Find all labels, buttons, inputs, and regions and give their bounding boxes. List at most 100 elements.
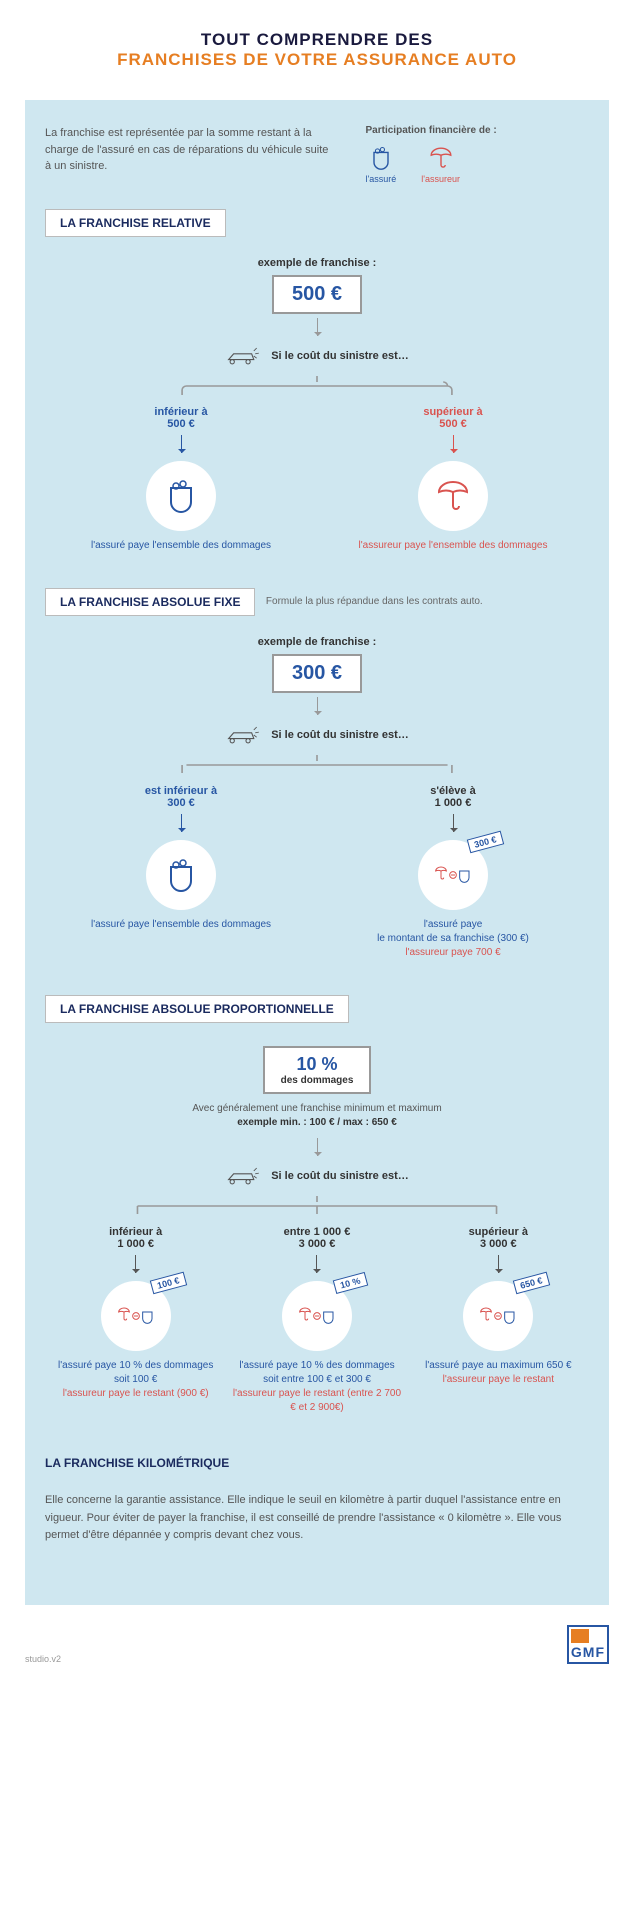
- s2-right-ob2: le montant de sa franchise (300 €): [322, 932, 584, 946]
- umbrella-icon: [427, 144, 455, 172]
- split-connector-3: [45, 1196, 589, 1218]
- pocket-circle: [146, 461, 216, 531]
- main-panel: La franchise est représentée par la somm…: [25, 100, 609, 1605]
- arrow-icon: [498, 1255, 499, 1273]
- s3-branch-3: supérieur à3 000 € 650 € l'assuré paye a…: [408, 1226, 589, 1415]
- s3-b3-red: l'assureur paye le restant: [413, 1373, 584, 1387]
- legend-insured-label: l'assuré: [366, 174, 397, 184]
- section1-title: LA FRANCHISE RELATIVE: [45, 209, 226, 237]
- car-crash-icon: [225, 1164, 261, 1188]
- logo-text: GMF: [571, 1644, 605, 1660]
- gmf-logo: GMF: [567, 1625, 609, 1664]
- section2-subtitle: Formule la plus répandue dans les contra…: [266, 596, 483, 607]
- intro-row: La franchise est représentée par la somm…: [45, 125, 589, 184]
- s1-cost-label: Si le coût du sinistre est…: [271, 350, 409, 362]
- arrow-icon: [181, 435, 182, 453]
- car-crash-icon: [225, 723, 261, 747]
- legend-title: Participation financière de :: [366, 125, 589, 136]
- s3-b1-l1: inférieur à: [109, 1226, 162, 1238]
- arrow-icon: [316, 1255, 317, 1273]
- umbrella-circle: [418, 461, 488, 531]
- combo-circle: 100 €: [101, 1281, 171, 1351]
- s2-car-row: Si le coût du sinistre est…: [45, 723, 589, 747]
- s1-right-l2: 500 €: [439, 418, 467, 430]
- pct-note2: exemple min. : 100 € / max : 650 €: [237, 1117, 397, 1128]
- pocket-circle: [146, 840, 216, 910]
- s2-right-l1: s'élève à: [430, 785, 475, 797]
- s3-branch-2: entre 1 000 €3 000 € 10 % l'assuré paye …: [226, 1226, 407, 1415]
- pocket-icon: [161, 476, 201, 516]
- s1-branch-right: supérieur à500 € l'assureur paye l'ensem…: [317, 406, 589, 553]
- split-connector: [45, 376, 589, 398]
- s3-b3-l1: supérieur à: [469, 1226, 528, 1238]
- s2-branch-left: est inférieur à300 € l'assuré paye l'ens…: [45, 785, 317, 960]
- pocket-icon: [161, 855, 201, 895]
- s3-b2-l1: entre 1 000 €: [284, 1226, 351, 1238]
- arrow-icon: [453, 435, 454, 453]
- s3-b3-l2: 3 000 €: [480, 1238, 517, 1250]
- s3-b2-red: l'assureur paye le restant (entre 2 700 …: [231, 1387, 402, 1415]
- tag-badge: 300 €: [467, 831, 504, 853]
- arrow-icon: [317, 697, 318, 715]
- s3-cost-label: Si le coût du sinistre est…: [271, 1170, 409, 1182]
- arrow-icon: [181, 814, 182, 832]
- arrow-icon: [317, 318, 318, 336]
- section4-title: LA FRANCHISE KILOMÉTRIQUE: [45, 1450, 243, 1476]
- split-connector: [45, 755, 589, 777]
- legend: Participation financière de : l'assuré l…: [366, 125, 589, 184]
- s1-left-outcome: l'assuré paye l'ensemble des dommages: [50, 539, 312, 553]
- title-line2: FRANCHISES DE VOTRE ASSURANCE AUTO: [117, 50, 517, 69]
- section-kilometrique: LA FRANCHISE KILOMÉTRIQUE Elle concerne …: [45, 1450, 589, 1545]
- s2-left-outcome: l'assuré paye l'ensemble des dommages: [50, 918, 312, 932]
- pct-note: Avec généralement une franchise minimum …: [187, 1102, 447, 1130]
- s2-cost-label: Si le coût du sinistre est…: [271, 729, 409, 741]
- s3-b1-red: l'assureur paye le restant (900 €): [50, 1387, 221, 1401]
- s2-branch-right: s'élève à1 000 € 300 € l'assuré paye le …: [317, 785, 589, 960]
- combo-circle: 650 €: [463, 1281, 533, 1351]
- combo-circle: 10 %: [282, 1281, 352, 1351]
- tag-badge: 100 €: [150, 1272, 187, 1294]
- umbrella-minus-pocket-icon: [297, 1296, 337, 1336]
- umbrella-minus-pocket-icon: [433, 855, 473, 895]
- s1-left-l2: 500 €: [167, 418, 195, 430]
- s2-left-l2: 300 €: [167, 797, 195, 809]
- pct-note1: Avec généralement une franchise minimum …: [192, 1103, 441, 1114]
- title-line1: TOUT COMPRENDRE DES: [201, 30, 433, 49]
- s3-b2-l2: 3 000 €: [299, 1238, 336, 1250]
- umbrella-minus-pocket-icon: [478, 1296, 518, 1336]
- s3-b1-blue: l'assuré paye 10 % des dommages soit 100…: [50, 1359, 221, 1387]
- tag-badge: 650 €: [513, 1272, 550, 1294]
- combo-circle: 300 €: [418, 840, 488, 910]
- s1-left-l1: inférieur à: [154, 406, 207, 418]
- section4-text: Elle concerne la garantie assistance. El…: [45, 1492, 589, 1545]
- page-header: TOUT COMPRENDRE DES FRANCHISES DE VOTRE …: [0, 0, 634, 90]
- s3-b1-l2: 1 000 €: [117, 1238, 154, 1250]
- arrow-icon: [453, 814, 454, 832]
- s2-example-label: exemple de franchise :: [45, 636, 589, 648]
- s3-car-row: Si le coût du sinistre est…: [45, 1164, 589, 1188]
- umbrella-icon: [433, 476, 473, 516]
- section2-title: LA FRANCHISE ABSOLUE FIXE: [45, 588, 255, 616]
- s1-branch-left: inférieur à500 € l'assuré paye l'ensembl…: [45, 406, 317, 553]
- s3-branch-1: inférieur à1 000 € 100 € l'assuré paye 1…: [45, 1226, 226, 1415]
- legend-insurer-label: l'assureur: [421, 174, 460, 184]
- s1-example-label: exemple de franchise :: [45, 257, 589, 269]
- s1-right-l1: supérieur à: [423, 406, 482, 418]
- section3-title: LA FRANCHISE ABSOLUE PROPORTIONNELLE: [45, 995, 349, 1023]
- footer: studio.v2 GMF: [0, 1615, 634, 1684]
- legend-insured: l'assuré: [366, 144, 397, 184]
- s2-amount: 300 €: [272, 654, 362, 693]
- pocket-icon: [367, 144, 395, 172]
- s1-right-outcome: l'assureur paye l'ensemble des dommages: [322, 539, 584, 553]
- legend-insurer: l'assureur: [421, 144, 460, 184]
- s2-right-l2: 1 000 €: [435, 797, 472, 809]
- s3-b3-blue: l'assuré paye au maximum 650 €: [413, 1359, 584, 1373]
- section-relative: LA FRANCHISE RELATIVE exemple de franchi…: [45, 209, 589, 553]
- s1-amount: 500 €: [272, 275, 362, 314]
- s1-car-row: Si le coût du sinistre est…: [45, 344, 589, 368]
- s2-right-ob1: l'assuré paye: [322, 918, 584, 932]
- tag-badge: 10 %: [333, 1272, 368, 1294]
- s3-b2-blue: l'assuré paye 10 % des dommages soit ent…: [231, 1359, 402, 1387]
- s2-left-l1: est inférieur à: [145, 785, 217, 797]
- s2-right-or: l'assureur paye 700 €: [322, 946, 584, 960]
